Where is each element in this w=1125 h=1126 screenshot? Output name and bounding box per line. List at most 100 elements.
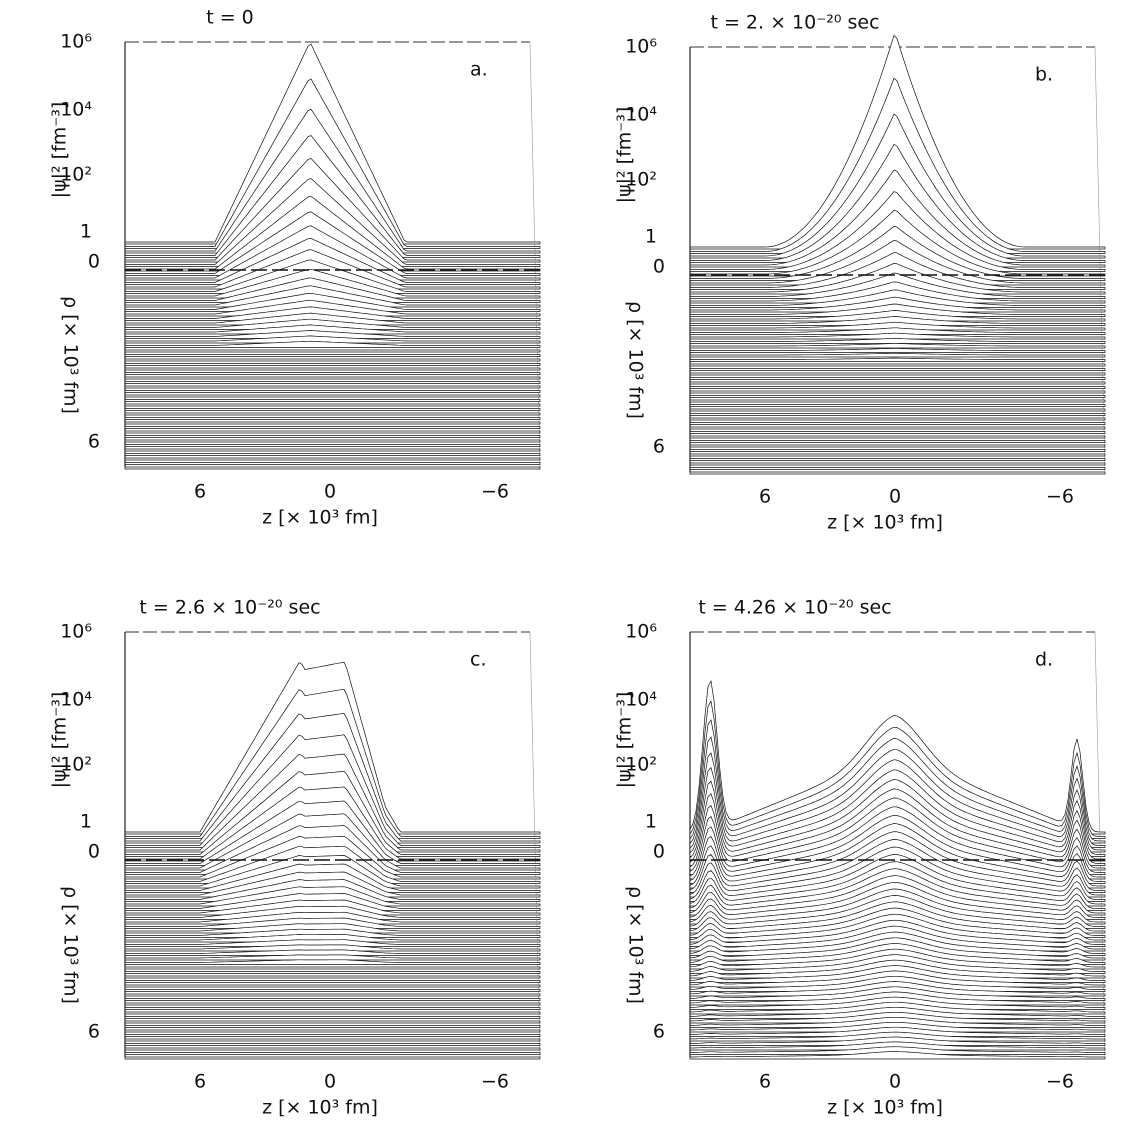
- waterfall-line: [689, 449, 1106, 452]
- waterfall-line: [124, 439, 541, 443]
- waterfall-line: [124, 330, 541, 339]
- waterfall-line: [124, 408, 541, 411]
- waterfall-line: [124, 928, 541, 938]
- waterfall-line: [689, 357, 1106, 362]
- waterfall-line: [124, 466, 541, 470]
- y-tick-label: 10⁴: [625, 104, 657, 126]
- rho-tick-label: 0: [653, 841, 665, 863]
- x-axis-label: z [× 10³ fm]: [827, 1097, 943, 1119]
- waterfall-line: [124, 944, 541, 952]
- waterfall-line: [124, 312, 541, 326]
- waterfall-line: [689, 422, 1106, 425]
- waterfall-line: [689, 337, 1106, 344]
- waterfall-line: [124, 984, 541, 988]
- x-tick-label: 6: [759, 1071, 771, 1093]
- waterfall-line: [689, 363, 1106, 367]
- waterfall-line: [124, 306, 541, 321]
- waterfall-line: [689, 1031, 1106, 1042]
- panel: t = 0 a. 10⁶ 10⁴ 10² 1 0 6 6 0 −6 z [× 10³ fm] |ψ|² …: [49, 7, 541, 529]
- x-tick-label: 6: [759, 486, 771, 508]
- x-tick-label: −6: [1046, 486, 1074, 508]
- x-axis-label: z [× 10³ fm]: [262, 507, 378, 529]
- waterfall-line: [124, 1038, 541, 1042]
- waterfall-line: [124, 980, 541, 983]
- waterfall-line: [689, 327, 1106, 335]
- waterfall-line: [124, 376, 541, 380]
- waterfall-line: [689, 310, 1106, 322]
- y-tick-label: 1: [645, 811, 657, 833]
- waterfall-line: [689, 399, 1106, 403]
- waterfall-line: [124, 934, 541, 943]
- waterfall-line: [689, 395, 1106, 398]
- y-tick-label: 10²: [60, 754, 92, 776]
- waterfall-line: [124, 340, 541, 348]
- panel: t = 2.6 × 10⁻²⁰ sec c. 10⁶ 10⁴ 10² 1 0 6 6 0 −6 z […: [49, 597, 541, 1119]
- x-tick-label: 6: [194, 1071, 206, 1093]
- waterfall-line: [689, 471, 1106, 475]
- waterfall-line: [124, 975, 541, 979]
- waterfall-line: [124, 285, 541, 308]
- waterfall-line: [124, 939, 541, 947]
- waterfall-line: [124, 426, 541, 429]
- waterfall-line: [689, 368, 1106, 371]
- right-edge: [529, 631, 541, 1058]
- x-tick-label: 0: [889, 1071, 901, 1093]
- waterfall-line: [689, 458, 1106, 461]
- waterfall-line: [689, 404, 1106, 407]
- panel: t = 4.26 × 10⁻²⁰ sec d. 10⁶ 10⁴ 10² 1 0 6 6 0 −6 z …: [614, 597, 1106, 1119]
- waterfall-line: [124, 1007, 541, 1010]
- panel-title: t = 2. × 10⁻²⁰ sec: [710, 12, 879, 34]
- rho-axis-label: ρ [× 10³ fm]: [60, 296, 82, 414]
- rho-tick-label: 6: [88, 431, 100, 453]
- waterfall-line: [689, 348, 1106, 353]
- y-axis-label: |ψ|² [fm⁻³]: [49, 692, 71, 789]
- waterfall-line: [689, 372, 1106, 376]
- waterfall-line: [124, 335, 541, 344]
- y-tick-label: 10²: [625, 169, 657, 191]
- y-tick-label: 10⁶: [60, 31, 92, 53]
- waterfall-line: [689, 1036, 1106, 1046]
- panel-letter: a.: [470, 59, 488, 81]
- rho-tick-label: 0: [88, 251, 100, 273]
- waterfall-line: [124, 299, 541, 317]
- waterfall-line: [124, 453, 541, 456]
- waterfall-line: [124, 1029, 541, 1033]
- panel-letter: d.: [1035, 649, 1053, 671]
- x-tick-label: 0: [324, 1071, 336, 1093]
- waterfall-line: [124, 394, 541, 398]
- y-axis-label: |ψ|² [fm⁻³]: [614, 692, 636, 789]
- waterfall-line: [124, 993, 541, 997]
- waterfall-line: [124, 448, 541, 452]
- waterfall-line: [689, 431, 1106, 434]
- right-edge: [1094, 631, 1106, 1058]
- panel: t = 2. × 10⁻²⁰ sec b. 10⁶ 10⁴ 10² 1 0 6 6 0 −6 z [×…: [614, 12, 1106, 534]
- rho-tick-label: 6: [653, 1021, 665, 1043]
- waterfall-line: [124, 372, 541, 375]
- waterfall-line: [689, 1051, 1106, 1060]
- y-tick-label: 1: [645, 226, 657, 248]
- y-axis-label: |ψ|² [fm⁻³]: [49, 102, 71, 199]
- waterfall-line: [124, 1025, 541, 1028]
- waterfall-line: [689, 343, 1106, 349]
- waterfall-line: [124, 971, 541, 974]
- waterfall-line: [689, 453, 1106, 457]
- x-tick-label: 0: [324, 481, 336, 503]
- waterfall-line: [124, 917, 541, 929]
- waterfall-line: [124, 399, 541, 402]
- waterfall-line: [124, 1052, 541, 1055]
- waterfall-line: [689, 417, 1106, 421]
- x-tick-label: −6: [1046, 1071, 1074, 1093]
- waterfall-line: [124, 1002, 541, 1006]
- waterfall-line: [689, 390, 1106, 394]
- waterfall-line: [124, 1043, 541, 1046]
- y-tick-label: 1: [80, 221, 92, 243]
- panel-title: t = 2.6 × 10⁻²⁰ sec: [139, 597, 320, 619]
- y-tick-label: 10⁶: [625, 621, 657, 643]
- waterfall-line: [124, 998, 541, 1001]
- panel-title: t = 4.26 × 10⁻²⁰ sec: [698, 597, 891, 619]
- waterfall-line: [689, 444, 1106, 448]
- waterfall-line: [689, 1041, 1106, 1051]
- waterfall-line: [124, 954, 541, 961]
- y-tick-label: 10⁶: [625, 36, 657, 58]
